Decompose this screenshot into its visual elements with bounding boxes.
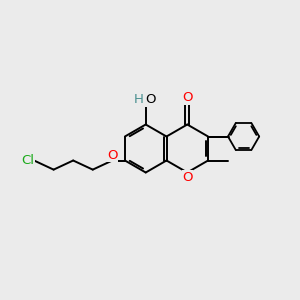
Text: O: O [145, 93, 155, 106]
Text: O: O [182, 171, 193, 184]
Text: O: O [107, 148, 117, 162]
Text: Cl: Cl [21, 154, 34, 167]
Text: O: O [182, 92, 193, 104]
Text: H: H [134, 93, 144, 106]
